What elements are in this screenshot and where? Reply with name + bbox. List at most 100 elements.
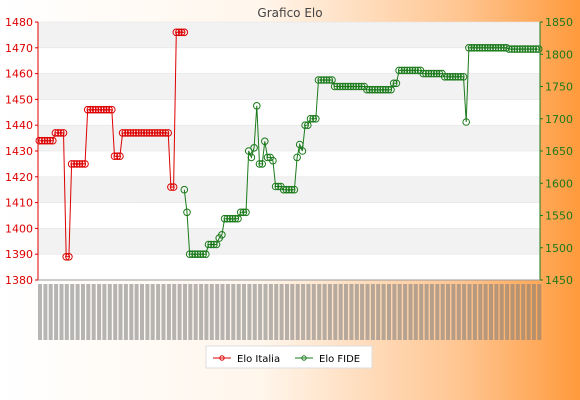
x-tick-label xyxy=(360,284,365,340)
right-tick-label: 1650 xyxy=(545,145,573,158)
data-point xyxy=(406,66,414,75)
left-tick-label: 1460 xyxy=(5,68,33,81)
right-tick-label: 1550 xyxy=(545,210,573,223)
x-tick-glyphs xyxy=(521,284,526,340)
x-tick-glyphs xyxy=(86,284,91,340)
x-tick-glyphs xyxy=(156,284,161,340)
data-point xyxy=(422,69,430,78)
x-tick-label xyxy=(510,284,515,340)
x-tick-label xyxy=(204,284,209,340)
data-point xyxy=(145,129,154,137)
x-tick-glyphs xyxy=(515,284,520,340)
x-tick-glyphs xyxy=(499,284,504,340)
x-tick-label xyxy=(419,284,424,340)
data-point xyxy=(389,79,398,88)
x-tick-glyphs xyxy=(306,284,311,340)
x-tick-glyphs xyxy=(236,284,241,340)
data-point xyxy=(290,185,299,194)
x-tick-glyphs xyxy=(188,284,193,340)
data-point xyxy=(54,129,62,137)
x-tick-label xyxy=(301,284,306,340)
data-point xyxy=(252,102,261,110)
data-point xyxy=(355,82,363,91)
x-tick-label xyxy=(220,284,225,340)
legend-item-elo-fide: Elo FIDE xyxy=(295,354,360,365)
data-point xyxy=(126,129,135,137)
data-point xyxy=(435,69,444,78)
data-point xyxy=(108,105,116,114)
data-point xyxy=(400,66,409,75)
x-tick-label xyxy=(86,284,91,340)
data-point xyxy=(180,185,189,194)
x-tick-glyphs xyxy=(75,284,80,340)
data-point xyxy=(183,208,191,217)
data-point xyxy=(309,115,318,123)
x-tick-label xyxy=(247,284,252,340)
data-point xyxy=(132,129,140,137)
x-tick-glyphs xyxy=(327,284,332,340)
data-point xyxy=(134,129,143,137)
data-point xyxy=(78,160,87,168)
x-tick-label xyxy=(451,284,456,340)
left-tick-label: 1410 xyxy=(5,197,33,210)
data-point xyxy=(38,136,46,145)
data-point xyxy=(175,28,183,37)
x-tick-label xyxy=(295,284,300,340)
data-point xyxy=(124,129,132,137)
data-point xyxy=(110,152,119,160)
data-point xyxy=(212,240,221,249)
data-point xyxy=(465,44,473,52)
x-tick-glyphs xyxy=(311,284,316,340)
data-point xyxy=(204,240,213,249)
x-tick-label xyxy=(118,284,123,340)
data-point xyxy=(234,214,242,223)
data-point xyxy=(451,73,460,81)
data-point xyxy=(151,129,159,137)
grid-band xyxy=(38,22,540,48)
x-tick-label xyxy=(413,284,418,340)
data-point xyxy=(529,45,538,53)
x-tick-glyphs xyxy=(150,284,155,340)
right-tick-label: 1750 xyxy=(545,81,573,94)
data-point xyxy=(379,85,387,94)
x-tick-label xyxy=(387,284,391,340)
data-point xyxy=(62,252,70,261)
x-tick-label xyxy=(193,284,198,340)
legend-marker-elo-fide xyxy=(301,355,307,361)
data-point xyxy=(457,73,465,81)
x-tick-glyphs xyxy=(333,284,338,340)
data-point xyxy=(325,76,334,84)
right-tick-label: 1600 xyxy=(545,177,573,190)
x-tick-glyphs xyxy=(413,284,418,340)
right-tick-label: 1850 xyxy=(545,16,573,29)
data-point xyxy=(462,118,471,126)
left-tick-label: 1480 xyxy=(5,16,33,29)
data-point xyxy=(317,76,326,84)
left-tick-label: 1440 xyxy=(5,119,33,132)
data-point xyxy=(129,129,138,137)
grid-band xyxy=(38,202,540,229)
data-point xyxy=(320,76,328,84)
x-tick-glyphs xyxy=(38,284,42,340)
x-tick-label xyxy=(166,284,171,340)
right-y-axis: 1450 1500 1550 1600 1650 1700 1750 1800 1850 xyxy=(539,16,573,287)
legend-marker-elo-italia xyxy=(219,355,225,361)
data-point xyxy=(113,152,121,160)
x-tick-glyphs xyxy=(408,284,413,340)
x-tick-glyphs xyxy=(478,284,483,340)
data-point xyxy=(169,183,178,191)
data-point xyxy=(46,136,54,145)
x-tick-glyphs xyxy=(489,284,493,340)
data-point xyxy=(363,85,371,94)
x-tick-glyphs xyxy=(403,284,408,340)
data-point xyxy=(301,121,309,129)
x-tick-label xyxy=(392,284,397,340)
x-tick-label xyxy=(70,284,75,340)
data-point xyxy=(239,208,248,217)
data-point xyxy=(102,105,111,114)
data-point xyxy=(207,240,215,249)
x-tick-glyphs xyxy=(274,284,279,340)
data-point xyxy=(83,105,92,114)
x-tick-glyphs xyxy=(322,284,327,340)
x-tick-glyphs xyxy=(91,284,96,340)
